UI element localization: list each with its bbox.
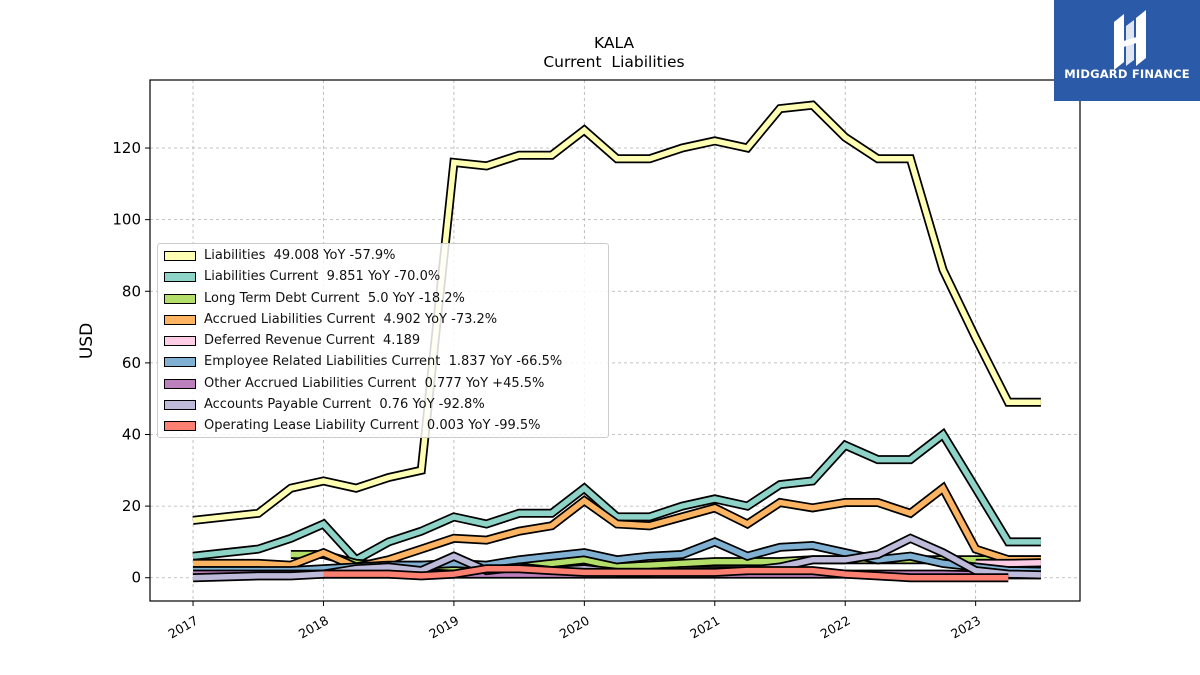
legend-label: Other Accrued Liabilities Current 0.777 … — [204, 375, 545, 391]
midgard-logo-icon — [1114, 10, 1146, 70]
series-line — [192, 100, 1041, 525]
legend-swatch — [164, 400, 196, 411]
series-line-fill — [192, 430, 1041, 564]
y-tick-label: 80 — [122, 282, 141, 300]
plot-frame — [149, 79, 1081, 602]
legend-label: Accrued Liabilities Current 4.902 YoY -7… — [204, 311, 498, 327]
series-line — [975, 558, 1041, 568]
y-tick-label: 60 — [122, 354, 141, 372]
x-tick-label: 2017 — [165, 613, 200, 642]
legend-item: Liabilities Current 9.851 YoY -70.0% — [158, 268, 608, 289]
legend-label: Employee Related Liabilities Current 1.8… — [204, 354, 563, 370]
legend-label: Deferred Revenue Current 4.189 — [204, 333, 421, 349]
legend-label: Long Term Debt Current 5.0 YoY -18.2% — [204, 290, 465, 306]
legend-item: Employee Related Liabilities Current 1.8… — [158, 353, 608, 374]
y-tick-label: 100 — [112, 211, 141, 229]
series-line — [323, 564, 1009, 583]
y-tick-label: 0 — [131, 569, 141, 587]
logo: MIDGARD FINANCE — [1054, 0, 1200, 101]
legend-label: Liabilities Current 9.851 YoY -70.0% — [204, 269, 441, 285]
legend-item: Long Term Debt Current 5.0 YoY -18.2% — [158, 290, 608, 311]
chart-subtitle: Current Liabilities — [543, 53, 684, 71]
x-tick-label: 2019 — [426, 613, 461, 642]
legend-item: Deferred Revenue Current 4.189 — [158, 332, 608, 353]
legend-label: Operating Lease Liability Current 0.003 … — [204, 418, 541, 434]
series-line-fill — [323, 566, 1009, 581]
legend-label: Accounts Payable Current 0.76 YoY -92.8% — [204, 397, 485, 413]
x-tick-label: 2023 — [948, 613, 983, 642]
legend-swatch — [164, 293, 196, 304]
logo-text: MIDGARD FINANCE — [1064, 67, 1190, 81]
legend-swatch — [164, 357, 196, 368]
y-tick-label: 120 — [112, 139, 141, 157]
x-tick-label: 2022 — [818, 613, 853, 642]
legend-swatch — [164, 336, 196, 347]
legend-swatch — [164, 421, 196, 432]
legend-swatch — [164, 314, 196, 325]
y-tick-label: 40 — [122, 425, 141, 443]
y-axis-label: USD — [77, 323, 97, 359]
y-tick-label: 20 — [122, 497, 141, 515]
legend-item: Other Accrued Liabilities Current 0.777 … — [158, 375, 608, 396]
x-tick-label: 2020 — [557, 613, 592, 642]
legend-item: Operating Lease Liability Current 0.003 … — [158, 417, 608, 438]
legend-item: Accounts Payable Current 0.76 YoY -92.8% — [158, 396, 608, 417]
series-line-fill — [975, 559, 1041, 567]
series-line-fill — [192, 102, 1041, 524]
legend-swatch — [164, 272, 196, 283]
legend: Liabilities 49.008 YoY -57.9% Liabilities… — [157, 243, 609, 438]
x-tick-label: 2021 — [687, 613, 722, 642]
x-tick-label: 2018 — [296, 613, 331, 642]
legend-label: Liabilities 49.008 YoY -57.9% — [204, 248, 396, 263]
chart-title: KALA — [594, 34, 634, 52]
legend-swatch — [164, 251, 196, 261]
legend-swatch — [164, 378, 196, 389]
legend-item: Liabilities 49.008 YoY -57.9% — [158, 247, 608, 268]
series-layer — [192, 100, 1042, 583]
legend-item: Accrued Liabilities Current 4.902 YoY -7… — [158, 311, 608, 332]
series-line — [192, 427, 1041, 566]
